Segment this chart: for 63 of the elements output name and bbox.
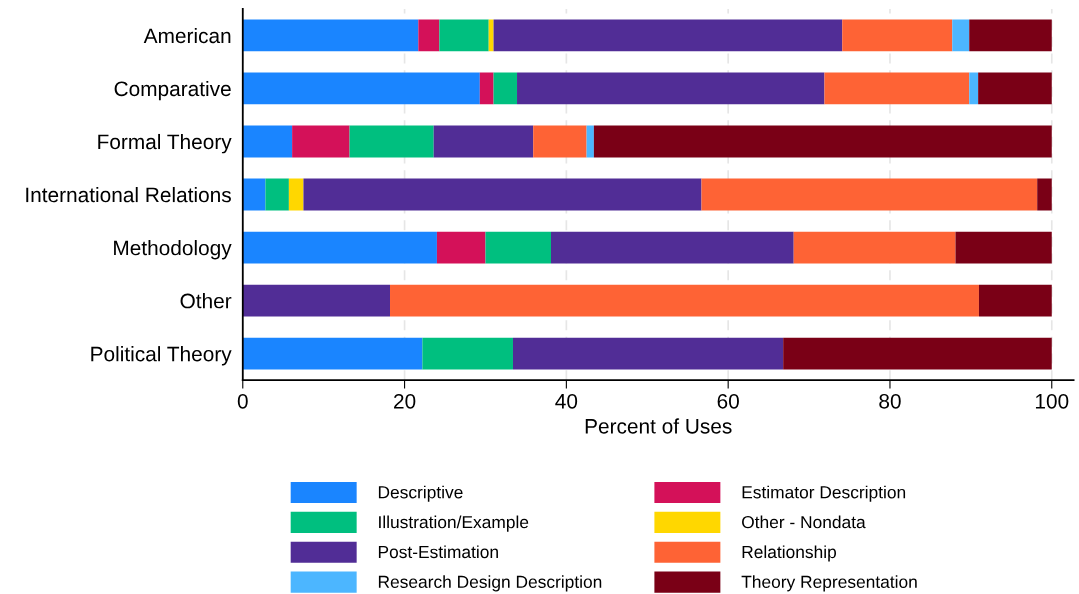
bar bbox=[265, 178, 289, 211]
bar bbox=[978, 72, 1052, 105]
bar bbox=[303, 178, 702, 211]
bar bbox=[242, 284, 391, 317]
x-tick-label: 20 bbox=[394, 393, 416, 409]
y-tick-label: Formal Theory bbox=[98, 133, 232, 154]
bar bbox=[793, 231, 956, 264]
bar bbox=[783, 337, 1052, 370]
bar bbox=[512, 337, 784, 370]
bar bbox=[436, 231, 486, 264]
legend-label: Estimator Description bbox=[742, 485, 906, 502]
x-axis-title: Percent of Uses bbox=[585, 418, 732, 434]
y-tick-label: Political Theory bbox=[91, 346, 232, 366]
bar bbox=[242, 231, 437, 264]
bar bbox=[433, 125, 534, 158]
bar bbox=[485, 231, 551, 264]
bar bbox=[842, 19, 953, 52]
y-tick-label: Comparative bbox=[114, 80, 231, 101]
bar bbox=[978, 284, 1052, 317]
bar bbox=[242, 337, 423, 370]
legend-label: Post-Estimation bbox=[378, 545, 498, 559]
bar bbox=[969, 19, 1052, 52]
bar bbox=[593, 125, 1052, 158]
bar bbox=[952, 19, 970, 52]
bar bbox=[551, 231, 794, 264]
y-tick-label: Other bbox=[180, 293, 232, 309]
legend-label: Theory Representation bbox=[741, 575, 917, 592]
bar bbox=[493, 19, 843, 52]
bar bbox=[969, 72, 979, 105]
x-tick-label: 60 bbox=[717, 393, 739, 409]
bar bbox=[533, 125, 587, 158]
y-tick-label: Methodology bbox=[114, 240, 232, 260]
bar bbox=[422, 337, 513, 370]
bar bbox=[288, 178, 304, 211]
x-tick-label: 100 bbox=[1035, 393, 1069, 409]
bar bbox=[242, 72, 480, 105]
x-tick-label: 40 bbox=[555, 393, 578, 409]
legend-label: Illustration/Example bbox=[379, 515, 529, 532]
bar bbox=[493, 72, 518, 105]
legend-label: Research Design Description bbox=[378, 575, 602, 592]
bar bbox=[479, 72, 494, 105]
bar bbox=[242, 19, 419, 52]
bar bbox=[292, 125, 350, 158]
x-tick-label: 80 bbox=[879, 393, 901, 409]
legend-label: Relationship bbox=[742, 545, 837, 562]
x-tick-label: 0 bbox=[237, 393, 248, 409]
bar bbox=[517, 72, 825, 105]
y-tick-label: International Relations bbox=[26, 186, 231, 203]
bar bbox=[418, 19, 440, 52]
legend-label: Descriptive bbox=[378, 485, 463, 502]
bar bbox=[242, 125, 293, 158]
bar bbox=[955, 231, 1052, 264]
bar bbox=[824, 72, 970, 105]
bar bbox=[1037, 178, 1052, 211]
bar bbox=[701, 178, 1038, 211]
legend-label: Other - Nondata bbox=[742, 515, 866, 529]
bar bbox=[242, 178, 266, 211]
bar bbox=[586, 125, 594, 158]
bar bbox=[349, 125, 434, 158]
y-tick-label: American bbox=[143, 27, 231, 44]
bar bbox=[439, 19, 489, 52]
bar bbox=[488, 19, 494, 52]
bar bbox=[390, 284, 979, 317]
